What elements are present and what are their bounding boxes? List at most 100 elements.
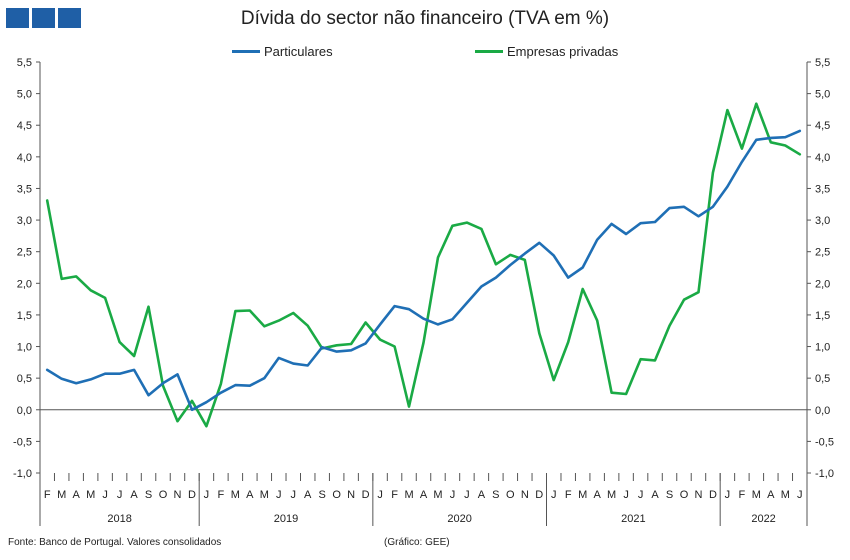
x-month-label: N (521, 489, 529, 501)
line-particulares (45, 129, 802, 412)
legend-label-particulares: Particulares (264, 44, 333, 59)
legend-item-empresas: Empresas privadas (475, 44, 618, 59)
y-tick-label-right: 0,0 (815, 405, 830, 417)
x-month-label: A (767, 489, 775, 501)
line-empresas-privadas (45, 102, 802, 428)
y-tick-label-left: 1,5 (17, 310, 32, 322)
y-tick-label-right: 4,5 (815, 120, 830, 132)
x-month-label: J (797, 489, 803, 501)
x-month-label: D (535, 489, 543, 501)
logo-block-1 (6, 8, 29, 28)
source-note: Fonte: Banco de Portugal. Valores consol… (8, 537, 222, 548)
x-month-label: J (725, 489, 731, 501)
x-month-label: M (781, 489, 790, 501)
x-month-label: A (651, 489, 659, 501)
x-month-label: M (231, 489, 240, 501)
x-month-label: N (174, 489, 182, 501)
chart-credit: (Gráfico: GEE) (384, 537, 450, 548)
y-tick-label-left: 2,0 (17, 278, 32, 290)
x-month-label: N (694, 489, 702, 501)
y-tick-label-left: 5,0 (17, 89, 32, 101)
x-month-label: M (404, 489, 413, 501)
x-month-label: O (680, 489, 689, 501)
legend-item-particulares: Particulares (232, 44, 333, 59)
x-month-label: J (638, 489, 644, 501)
y-tick-label-left: 2,5 (17, 247, 32, 259)
x-month-label: J (377, 489, 383, 501)
x-month-label: A (593, 489, 601, 501)
y-tick-label-right: 3,5 (815, 183, 830, 195)
y-tick-label-right: 5,0 (815, 89, 830, 101)
x-month-label: J (450, 489, 456, 501)
x-month-label: J (464, 489, 470, 501)
y-tick-label-left: 3,5 (17, 183, 32, 195)
x-month-label: O (332, 489, 341, 501)
x-month-label: A (304, 489, 312, 501)
x-month-label: J (623, 489, 629, 501)
brand-logo (6, 8, 81, 28)
y-tick-label-right: 1,0 (815, 342, 830, 354)
x-month-label: F (44, 489, 51, 501)
x-month-label: F (739, 489, 746, 501)
x-month-label: A (478, 489, 486, 501)
x-year-label: 2020 (447, 513, 471, 525)
y-tick-label-left: 4,0 (17, 152, 32, 164)
x-month-label: M (86, 489, 95, 501)
x-month-label: J (102, 489, 108, 501)
x-month-label: D (709, 489, 717, 501)
y-tick-label-right: 5,5 (815, 57, 830, 69)
x-month-label: J (204, 489, 210, 501)
x-month-label: J (291, 489, 297, 501)
x-year-label: 2019 (274, 513, 298, 525)
x-month-label: F (218, 489, 225, 501)
y-tick-label-right: 3,0 (815, 215, 830, 227)
x-month-label: N (347, 489, 355, 501)
x-month-label: A (73, 489, 81, 501)
x-month-label: M (752, 489, 761, 501)
x-month-label: A (246, 489, 254, 501)
x-month-label: D (362, 489, 370, 501)
y-tick-label-right: 2,5 (815, 247, 830, 259)
y-tick-label-left: 5,5 (17, 57, 32, 69)
x-year-label: 2022 (751, 513, 775, 525)
x-month-label: S (492, 489, 499, 501)
y-tick-label-left: -0,5 (13, 436, 32, 448)
y-tick-label-right: 2,0 (815, 278, 830, 290)
y-tick-label-left: 1,0 (17, 342, 32, 354)
legend-label-empresas: Empresas privadas (507, 44, 619, 59)
x-month-label: S (666, 489, 673, 501)
chart-title: Dívida do sector não financeiro (TVA em … (240, 8, 610, 29)
y-tick-label-left: 4,5 (17, 120, 32, 132)
legend-swatch-particulares (232, 50, 260, 53)
x-month-label: A (420, 489, 428, 501)
x-month-label: S (319, 489, 326, 501)
y-tick-label-right: -0,5 (815, 436, 834, 448)
x-month-label: O (159, 489, 168, 501)
y-tick-label-right: 0,5 (815, 373, 830, 385)
logo-block-3 (58, 8, 81, 28)
x-month-label: D (188, 489, 196, 501)
x-month-label: J (276, 489, 282, 501)
chart-legend: Particulares Empresas privadas (0, 44, 850, 62)
y-tick-label-left: 3,0 (17, 215, 32, 227)
y-tick-label-right: -1,0 (815, 468, 834, 480)
x-month-label: F (391, 489, 398, 501)
x-month-label: S (145, 489, 152, 501)
x-month-label: J (551, 489, 557, 501)
y-tick-label-left: 0,5 (17, 373, 32, 385)
x-month-label: F (565, 489, 572, 501)
x-month-label: M (433, 489, 442, 501)
x-year-label: 2018 (107, 513, 131, 525)
x-month-label: M (578, 489, 587, 501)
legend-swatch-empresas (475, 50, 503, 53)
y-tick-label-right: 1,5 (815, 310, 830, 322)
y-tick-label-left: -1,0 (13, 468, 32, 480)
y-tick-label-right: 4,0 (815, 152, 830, 164)
x-month-label: M (260, 489, 269, 501)
x-year-label: 2021 (621, 513, 645, 525)
logo-block-2 (32, 8, 55, 28)
x-month-label: J (117, 489, 123, 501)
x-month-label: M (607, 489, 616, 501)
x-month-label: A (130, 489, 138, 501)
